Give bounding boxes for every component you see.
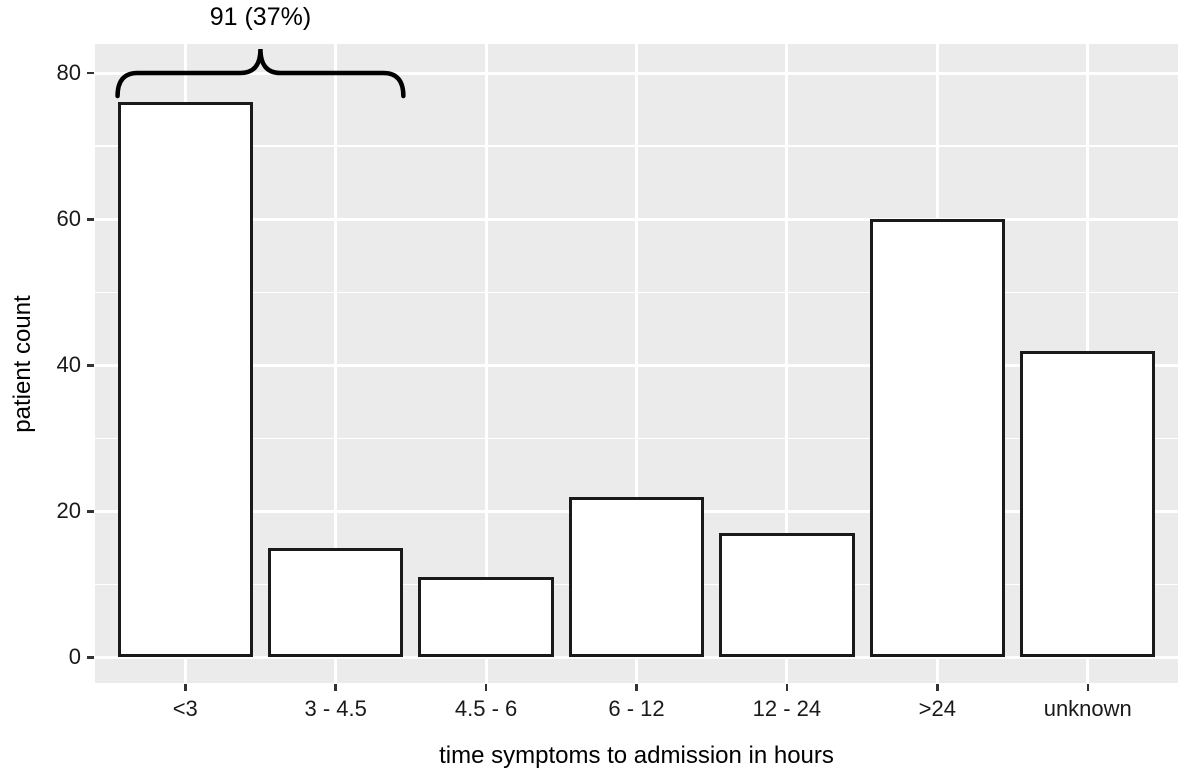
gridline-major-vertical [334, 44, 338, 683]
x-axis-tick [936, 684, 939, 691]
x-axis-tick-label: <3 [172, 696, 198, 721]
plot-panel [95, 44, 1178, 683]
x-axis-tick [1086, 684, 1089, 691]
x-axis-tick-label: >24 [918, 696, 956, 721]
y-axis-tick-label: 20 [56, 498, 81, 524]
y-axis-tick [87, 364, 94, 367]
bar [267, 547, 404, 658]
bar [719, 533, 855, 658]
y-axis-tick-label: 0 [68, 644, 81, 670]
y-axis-tick-label: 80 [56, 60, 81, 86]
gridline-major-vertical [484, 44, 488, 683]
y-axis-tick-label: 40 [56, 352, 81, 378]
x-axis-tick-label: 3 - 4.5 [304, 696, 367, 721]
x-axis-tick [484, 684, 488, 691]
bar [568, 496, 705, 658]
gridline-major-vertical [785, 44, 789, 683]
bar [1020, 350, 1156, 658]
x-axis-tick [334, 684, 337, 691]
x-axis-tick-label: unknown [1043, 696, 1132, 721]
y-axis-tick [87, 510, 94, 513]
x-axis-tick-label: 4.5 - 6 [454, 696, 518, 721]
x-axis-tick-label: 12 - 24 [752, 696, 822, 721]
y-axis-tick-label: 60 [56, 206, 81, 232]
x-axis-title: time symptoms to admission in hours [439, 742, 834, 769]
gridline-major-vertical [635, 44, 638, 683]
bar [418, 577, 554, 658]
bar [869, 219, 1006, 658]
y-axis-tick [87, 218, 94, 221]
x-axis-tick [635, 684, 638, 691]
y-axis-tick [87, 656, 94, 659]
x-axis-tick [184, 684, 187, 691]
x-axis-tick-label: 6 - 12 [608, 696, 665, 721]
bar [117, 102, 253, 658]
x-axis-tick [785, 684, 789, 691]
annotation-label: 91 (37%) [209, 3, 312, 31]
y-axis-tick [87, 71, 94, 75]
